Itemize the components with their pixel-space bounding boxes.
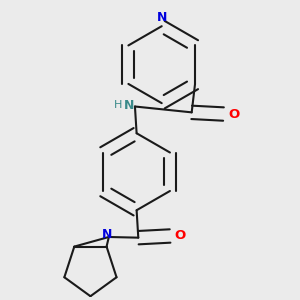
Text: H: H	[114, 100, 122, 110]
Text: N: N	[124, 99, 134, 112]
Text: O: O	[175, 230, 186, 242]
Text: N: N	[102, 228, 113, 241]
Text: O: O	[228, 107, 239, 121]
Text: N: N	[157, 11, 167, 24]
